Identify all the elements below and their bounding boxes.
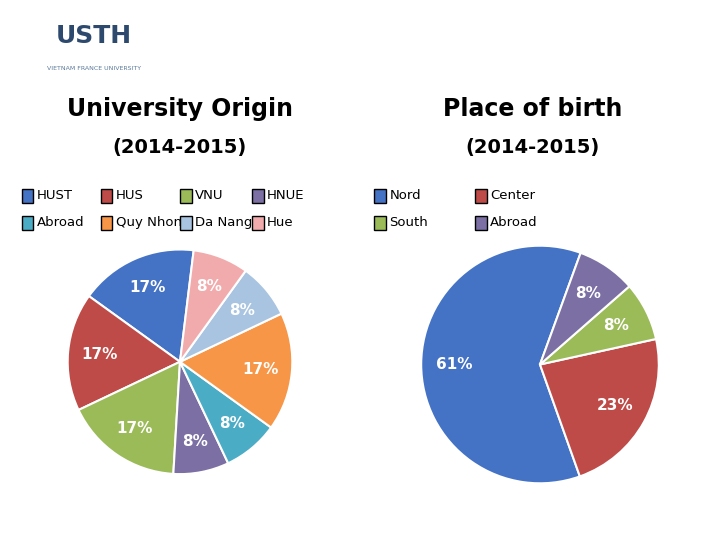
Wedge shape — [89, 249, 194, 362]
Text: Place of birth: Place of birth — [443, 97, 623, 120]
Text: Abroad: Abroad — [490, 216, 538, 229]
Text: HNUE: HNUE — [267, 189, 305, 202]
Text: 8%: 8% — [197, 279, 222, 294]
Text: 8%: 8% — [575, 286, 601, 301]
Wedge shape — [180, 362, 271, 463]
Wedge shape — [68, 296, 180, 410]
Text: VIETNAM FRANCE UNIVERSITY: VIETNAM FRANCE UNIVERSITY — [47, 65, 140, 71]
Text: 8%: 8% — [219, 416, 245, 431]
Wedge shape — [180, 271, 282, 362]
Wedge shape — [180, 251, 246, 362]
Text: (2014-2015): (2014-2015) — [466, 138, 600, 158]
Text: 61%: 61% — [436, 357, 473, 372]
Text: 8%: 8% — [229, 302, 255, 318]
Text: South: South — [390, 216, 428, 229]
Wedge shape — [180, 314, 292, 428]
Text: Hue: Hue — [267, 216, 294, 229]
Wedge shape — [540, 253, 629, 365]
Text: Student Statistics: Student Statistics — [277, 29, 616, 62]
Text: VNU: VNU — [195, 189, 224, 202]
Text: 8%: 8% — [603, 319, 629, 333]
Text: Da Nang: Da Nang — [195, 216, 253, 229]
Text: USTH: USTH — [55, 24, 132, 48]
Wedge shape — [174, 362, 228, 474]
Text: 8%: 8% — [182, 434, 208, 449]
Text: 17%: 17% — [81, 347, 117, 362]
Wedge shape — [540, 286, 656, 364]
Wedge shape — [421, 246, 580, 483]
Text: HUST: HUST — [37, 189, 73, 202]
Text: University Origin: University Origin — [67, 97, 293, 120]
Wedge shape — [78, 362, 180, 474]
Wedge shape — [540, 339, 659, 476]
Text: HUS: HUS — [116, 189, 144, 202]
Text: Nord: Nord — [390, 189, 421, 202]
Text: (2014-2015): (2014-2015) — [113, 138, 247, 158]
Text: Abroad: Abroad — [37, 216, 84, 229]
Text: 17%: 17% — [117, 421, 153, 436]
Text: 23%: 23% — [596, 399, 633, 414]
Text: 17%: 17% — [243, 362, 279, 376]
Polygon shape — [0, 0, 648, 132]
Text: Quy Nhon: Quy Nhon — [116, 216, 182, 229]
Text: 17%: 17% — [130, 280, 166, 295]
Text: Center: Center — [490, 189, 536, 202]
